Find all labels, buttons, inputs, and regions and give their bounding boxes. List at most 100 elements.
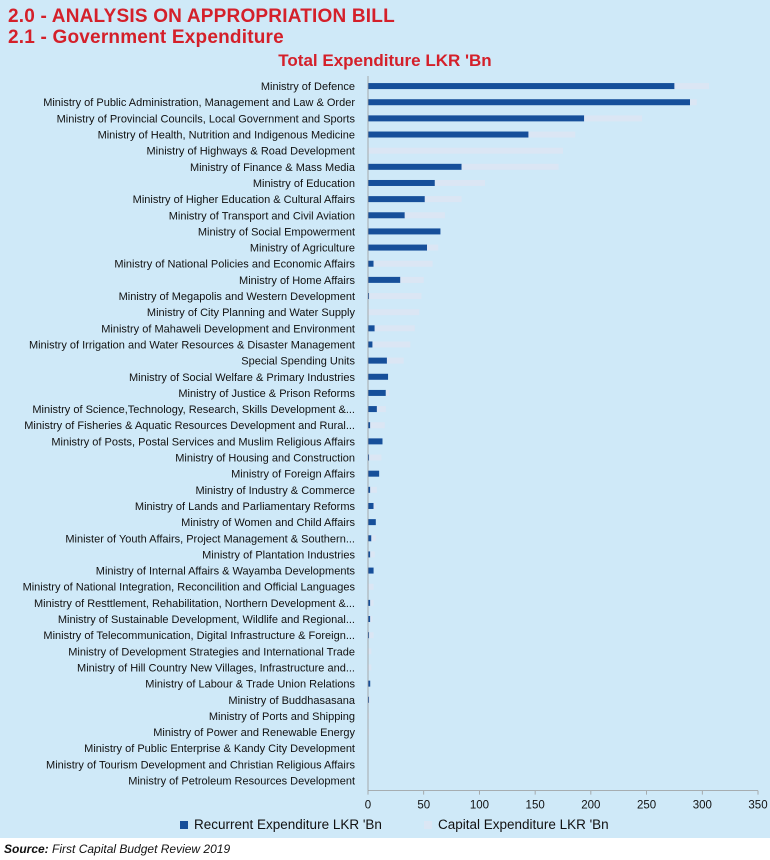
bar-recurrent: [368, 470, 380, 477]
legend-label-recurrent: Recurrent Expenditure LKR 'Bn: [194, 817, 382, 832]
category-label: Ministry of Foreign Affairs: [231, 469, 355, 481]
bar-capital: [368, 664, 372, 671]
category-label: Ministry of Justice & Prison Reforms: [178, 388, 355, 400]
category-label: Ministry of Transport and Civil Aviation: [169, 210, 355, 222]
category-label: Ministry of Tourism Development and Chri…: [46, 759, 355, 771]
category-label: Ministry of Petroleum Resources Developm…: [128, 776, 355, 788]
legend-label-capital: Capital Expenditure LKR 'Bn: [438, 817, 609, 832]
bar-capital: [372, 341, 411, 348]
legend-item-capital: Capital Expenditure LKR 'Bn: [424, 817, 609, 832]
bar-capital: [374, 325, 415, 332]
bar-recurrent: [368, 212, 405, 219]
bar-capital: [368, 648, 372, 655]
subsection-heading: 2.1 - Government Expenditure: [8, 27, 284, 48]
bar-capital: [528, 131, 576, 138]
bar-recurrent: [368, 502, 374, 509]
chart-legend: Recurrent Expenditure LKR 'Bn Capital Ex…: [0, 817, 770, 837]
bar-recurrent: [368, 131, 529, 138]
category-label: Ministry of Housing and Construction: [175, 453, 355, 465]
category-label: Ministry of Defence: [261, 81, 355, 93]
category-label: Ministry of Agriculture: [250, 243, 355, 255]
category-label: Ministry of Public Administration, Manag…: [43, 97, 355, 109]
category-label: Ministry of Hill Country New Villages, I…: [77, 662, 355, 674]
bar-capital: [368, 147, 563, 154]
bar-recurrent: [368, 535, 372, 542]
x-tick-label: 200: [581, 800, 600, 812]
source-note: Source: First Capital Budget Review 2019: [4, 842, 230, 856]
category-label: Ministry of Labour & Trade Union Relatio…: [145, 679, 355, 691]
legend-item-recurrent: Recurrent Expenditure LKR 'Bn: [180, 817, 382, 832]
chart-panel: [0, 0, 770, 838]
bar-capital: [690, 99, 697, 106]
category-label: Ministry of Ports and Shipping: [209, 711, 355, 723]
bar-capital: [368, 583, 374, 590]
bar-recurrent: [368, 454, 370, 461]
bar-capital: [434, 179, 485, 186]
category-label: Ministry of Irrigation and Water Resourc…: [29, 339, 355, 351]
bar-recurrent: [368, 196, 425, 203]
bar-recurrent: [368, 99, 691, 106]
bar-recurrent: [368, 406, 377, 413]
category-label: Ministry of Development Strategies and I…: [68, 646, 355, 658]
x-tick-label: 300: [693, 800, 712, 812]
bar-recurrent: [368, 373, 389, 380]
bar-recurrent: [368, 422, 371, 429]
category-label: Ministry of Science,Technology, Research…: [32, 404, 355, 416]
category-label: Ministry of Buddhasasana: [228, 695, 355, 707]
bar-recurrent: [368, 616, 371, 623]
category-label: Ministry of Industry & Commerce: [195, 485, 355, 497]
category-label: Ministry of Public Enterprise & Kandy Ci…: [84, 743, 355, 755]
bar-recurrent: [368, 551, 371, 558]
bar-capital: [373, 260, 433, 267]
bar-capital: [370, 551, 375, 558]
bar-recurrent: [368, 293, 370, 300]
bar-recurrent: [368, 83, 675, 90]
category-label: Ministry of Megapolis and Western Develo…: [119, 291, 355, 303]
bar-capital: [385, 389, 390, 396]
source-text: First Capital Budget Review 2019: [52, 842, 231, 856]
bar-capital: [368, 712, 370, 719]
bar-capital: [461, 163, 559, 170]
bar-capital: [369, 696, 371, 703]
bar-capital: [674, 83, 709, 90]
x-tick-label: 150: [526, 800, 545, 812]
bar-capital: [584, 115, 643, 122]
x-tick-label: 100: [470, 800, 489, 812]
bar-capital: [370, 486, 377, 493]
bar-capital: [427, 244, 439, 251]
bar-capital: [424, 196, 462, 203]
bar-recurrent: [368, 357, 387, 364]
category-label: Minister of Youth Affairs, Project Manag…: [65, 533, 355, 545]
category-label: Ministry of Posts, Postal Services and M…: [51, 436, 355, 448]
bar-chart: Ministry of Defence Ministry of Public Ad…: [23, 76, 768, 812]
x-tick-label: 250: [637, 800, 656, 812]
category-label: Ministry of Resttlement, Rehabilitation,…: [34, 598, 355, 610]
legend-swatch-capital: [424, 820, 432, 829]
bar-capital: [371, 535, 376, 542]
category-label: Ministry of Sustainable Development, Wil…: [58, 614, 355, 626]
category-label: Ministry of Mahaweli Development and Env…: [101, 323, 355, 335]
bar-capital: [369, 454, 382, 461]
category-label: Ministry of Lands and Parliamentary Refo…: [135, 501, 356, 513]
bar-capital: [373, 502, 376, 509]
bar-recurrent: [368, 276, 401, 283]
category-label: Ministry of Finance & Mass Media: [190, 162, 356, 174]
bar-recurrent: [368, 228, 441, 235]
category-label: Ministry of Internal Affairs & Wayamba D…: [96, 566, 356, 578]
category-label: Ministry of Telecommunication, Digital I…: [43, 630, 355, 642]
bar-capital: [368, 309, 420, 316]
category-label: Ministry of Highways & Road Development: [147, 146, 355, 158]
x-tick-label: 50: [417, 800, 430, 812]
category-label: Ministry of Health, Nutrition and Indige…: [98, 130, 355, 142]
bar-recurrent: [368, 486, 371, 493]
bar-capital: [376, 406, 386, 413]
bar-recurrent: [368, 567, 374, 574]
bar-capital: [370, 616, 373, 623]
category-label: Ministry of Higher Education & Cultural …: [133, 194, 356, 206]
bar-recurrent: [368, 696, 370, 703]
bar-capital: [386, 357, 404, 364]
bar-recurrent: [368, 260, 374, 267]
bar-capital: [370, 599, 374, 606]
bar-recurrent: [368, 519, 376, 526]
bar-capital: [404, 212, 445, 219]
